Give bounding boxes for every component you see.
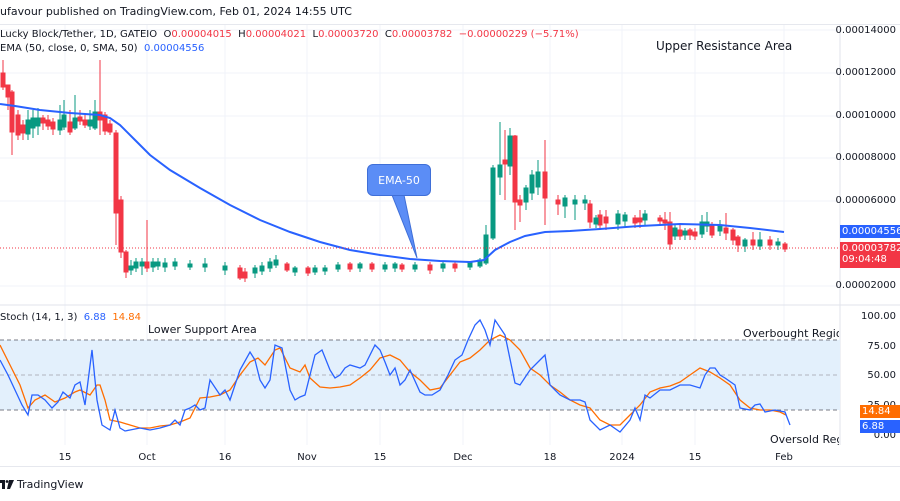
stoch-label: Stoch (14, 1, 3) [0,312,78,323]
grid-horizontal [0,29,840,287]
bar-countdown: 09:04:48 [842,254,887,265]
time-tick: Oct [138,452,156,463]
stoch-k-tag: 6.88 [860,420,900,433]
footer: TradingView [0,466,900,501]
last-price-tag: 0.00003782 09:04:48 [840,242,900,268]
publisher-text: ufavour published on TradingView.com, Fe… [0,5,352,18]
publisher-bar: ufavour published on TradingView.com, Fe… [0,0,900,25]
lower-support-label: Lower Support Area [148,323,257,336]
upper-resistance-label: Upper Resistance Area [656,39,793,53]
time-tick: 15 [688,452,702,463]
time-tick: 16 [218,452,232,463]
ema-legend: EMA (50, close, 0, SMA, 50) 0.00004556 [0,43,204,54]
stoch-tick: 50.00 [867,370,896,381]
price-tick: 0.00008000 [835,152,896,163]
symbol-name: Lucky Block/Tether, 1D, GATEIO [0,29,158,40]
time-tick: 18 [543,452,557,463]
stoch-k-line [0,318,791,433]
stoch-k-value: 6.88 [83,312,106,323]
symbol-legend: Lucky Block/Tether, 1D, GATEIO O0.000040… [0,29,579,40]
stoch-d-line [0,334,787,429]
stoch-legend: Stoch (14, 1, 3) 6.88 14.84 [0,312,141,323]
price-tick: 0.00010000 [835,110,896,121]
oversold-label: Oversold Reg [770,433,839,446]
price-tick: 0.00002000 [835,280,896,291]
stoch-tick: 0.00 [873,430,896,441]
ema-50-callout: EMA-50 [367,164,431,196]
tradingview-logo-icon [0,480,14,489]
ema-label: EMA (50, close, 0, SMA, 50) [0,43,138,54]
time-tick: 15 [58,452,72,463]
brand-name: TradingView [17,478,84,491]
stoch-tick: 75.00 [867,341,896,352]
time-tick: Feb [775,452,793,463]
time-tick: Nov [297,452,317,463]
stoch-tick: 100.00 [861,311,896,322]
stoch-d-tag: 14.84 [860,405,900,418]
price-tick: 0.00006000 [835,195,896,206]
time-tick: 15 [373,452,387,463]
stoch-d-value: 14.84 [112,312,141,323]
ema-value: 0.00004556 [143,43,205,54]
last-price: 0.00003782 [842,243,900,254]
close-value: 0.00003782 [391,29,453,40]
low-value: 0.00003720 [318,29,379,40]
ema-line [0,103,785,264]
price-tick: 0.00012000 [835,67,896,78]
tradingview-logo[interactable]: TradingView [0,478,83,491]
time-tick: Dec [453,452,473,463]
change-value: −0.00000229 (−5.71%) [458,29,579,40]
overbought-label: Overbought Regio [743,327,839,340]
open-value: 0.00004015 [171,29,232,40]
price-tick: 0.00014000 [835,25,896,36]
ema-price-tag: 0.00004556 [840,225,900,238]
high-value: 0.00004021 [245,29,307,40]
time-tick: 2024 [609,452,635,463]
